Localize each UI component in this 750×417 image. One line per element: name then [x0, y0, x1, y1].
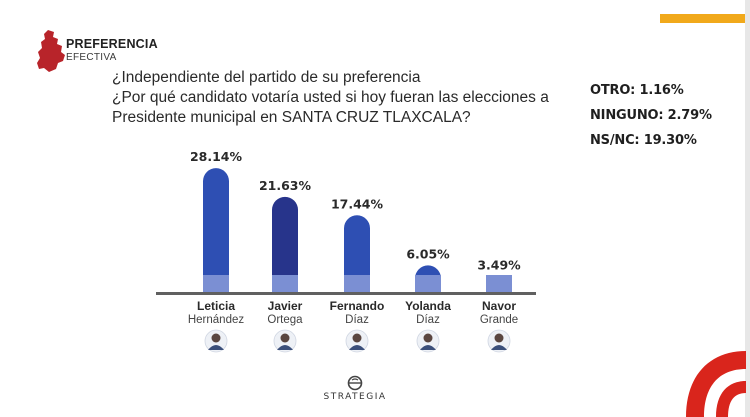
category-sublabel: Díaz — [416, 314, 440, 326]
corner-decoration — [686, 351, 746, 417]
candidate-photo-head — [352, 333, 362, 343]
bar-base — [486, 275, 512, 292]
bar-base — [203, 275, 229, 292]
category-sublabel: Ortega — [267, 314, 303, 326]
data-label: 6.05% — [406, 246, 450, 261]
logo-title: PREFERENCIA — [66, 37, 158, 51]
candidate-photo-head — [211, 333, 221, 343]
category-label: Fernando — [330, 299, 385, 313]
bar — [272, 196, 298, 292]
right-border — [745, 0, 750, 417]
bar-base — [272, 275, 298, 292]
map-icon — [37, 30, 65, 72]
bar-base — [344, 275, 370, 292]
strategia-icon — [347, 375, 363, 391]
candidate-photo-head — [280, 333, 290, 343]
x-axis — [156, 292, 536, 295]
candidate-photo-body — [208, 345, 224, 350]
question-line-3: Presidente municipal en SANTA CRUZ TLAXC… — [112, 109, 471, 126]
other-response-ninguno: NINGUNO: 2.79% — [590, 108, 712, 123]
candidate-photo-body — [420, 345, 436, 350]
category-sublabel: Grande — [480, 314, 518, 326]
category-label: Navor — [482, 299, 516, 313]
bar — [203, 168, 229, 292]
brand-name: STRATEGIA — [323, 392, 387, 402]
candidate-photo-head — [494, 333, 504, 343]
accent-stripe — [660, 14, 748, 23]
candidate-photo-body — [349, 345, 365, 350]
logo-subtitle: EFECTIVA — [66, 52, 117, 63]
category-label: Javier — [268, 299, 303, 313]
other-response-otro: OTRO: 1.16% — [590, 83, 684, 98]
brand-logo: STRATEGIA — [300, 375, 410, 405]
candidate-photo-head — [423, 333, 433, 343]
category-sublabel: Díaz — [345, 314, 369, 326]
bar — [344, 215, 370, 292]
data-label: 3.49% — [477, 258, 521, 273]
logo: PREFERENCIA EFECTIVA — [34, 28, 194, 74]
data-label: 21.63% — [259, 178, 312, 193]
category-sublabel: Hernández — [188, 314, 245, 326]
bar-base — [415, 275, 441, 292]
other-responses: OTRO: 1.16% NINGUNO: 2.79% NS/NC: 19.30% — [590, 78, 712, 153]
candidate-photo-body — [277, 345, 293, 350]
category-label: Yolanda — [405, 299, 451, 313]
question-line-1: ¿Independiente del partido de su prefere… — [112, 69, 421, 86]
data-label: 17.44% — [331, 196, 384, 211]
survey-question: ¿Independiente del partido de su prefere… — [112, 68, 552, 128]
category-label: Leticia — [197, 299, 235, 313]
candidate-photo-body — [491, 345, 507, 350]
other-response-nsnc: NS/NC: 19.30% — [590, 133, 697, 148]
data-label: 28.14% — [190, 149, 243, 164]
question-line-2: ¿Por qué candidato votaría usted si hoy … — [112, 89, 549, 106]
